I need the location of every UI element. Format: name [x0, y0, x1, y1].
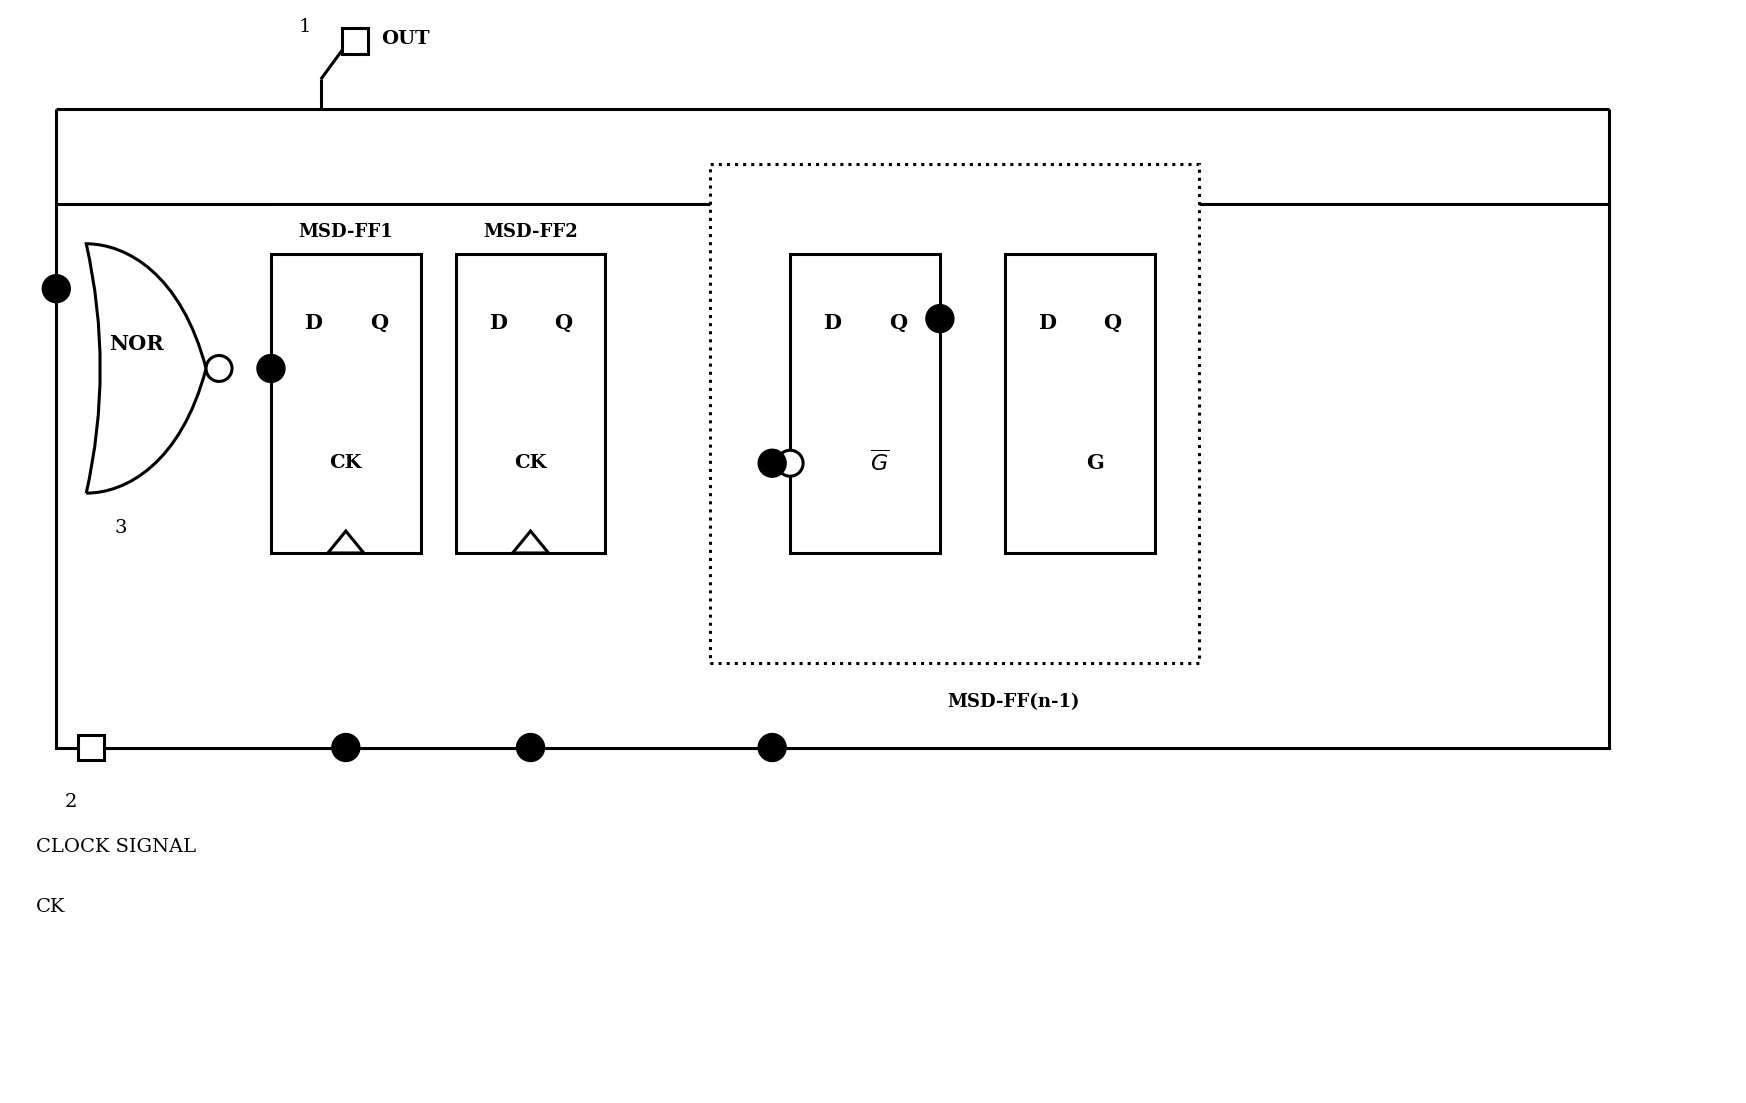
Circle shape	[777, 450, 803, 476]
Text: MSD-FF1: MSD-FF1	[299, 223, 393, 240]
Bar	[271, 254, 421, 553]
Text: OUT: OUT	[381, 30, 430, 49]
Text: MSD-FF2: MSD-FF2	[484, 223, 578, 240]
Text: D: D	[304, 312, 321, 333]
Circle shape	[206, 355, 232, 382]
Text: 2: 2	[65, 793, 77, 812]
Text: CK: CK	[330, 454, 361, 472]
Text: Q: Q	[555, 312, 573, 333]
Text: NOR: NOR	[108, 333, 164, 354]
Bar	[791, 254, 939, 553]
Text: G: G	[1086, 453, 1103, 473]
Text: CLOCK SIGNAL: CLOCK SIGNAL	[37, 838, 197, 856]
Text: Q: Q	[370, 312, 388, 333]
PathPatch shape	[86, 244, 206, 493]
Bar	[456, 254, 606, 553]
Text: D: D	[489, 312, 506, 333]
Text: Q: Q	[1103, 312, 1121, 333]
Circle shape	[42, 275, 70, 302]
Circle shape	[517, 733, 545, 761]
Text: Q: Q	[889, 312, 906, 333]
Circle shape	[257, 354, 285, 383]
Bar	[56, 204, 1608, 748]
Circle shape	[332, 733, 360, 761]
Text: 3: 3	[115, 520, 127, 537]
Text: D: D	[822, 312, 842, 333]
Circle shape	[925, 304, 953, 332]
Circle shape	[758, 733, 786, 761]
Bar	[1004, 254, 1154, 553]
Text: CK: CK	[37, 898, 66, 917]
Bar	[342, 29, 368, 54]
Text: $\overline{G}$: $\overline{G}$	[870, 451, 890, 475]
Text: 1: 1	[299, 19, 311, 36]
Bar	[711, 164, 1200, 663]
Text: MSD-FF(n-1): MSD-FF(n-1)	[948, 693, 1079, 710]
Bar	[79, 735, 105, 760]
Text: CK: CK	[515, 454, 546, 472]
Text: D: D	[1037, 312, 1056, 333]
Circle shape	[758, 449, 786, 478]
